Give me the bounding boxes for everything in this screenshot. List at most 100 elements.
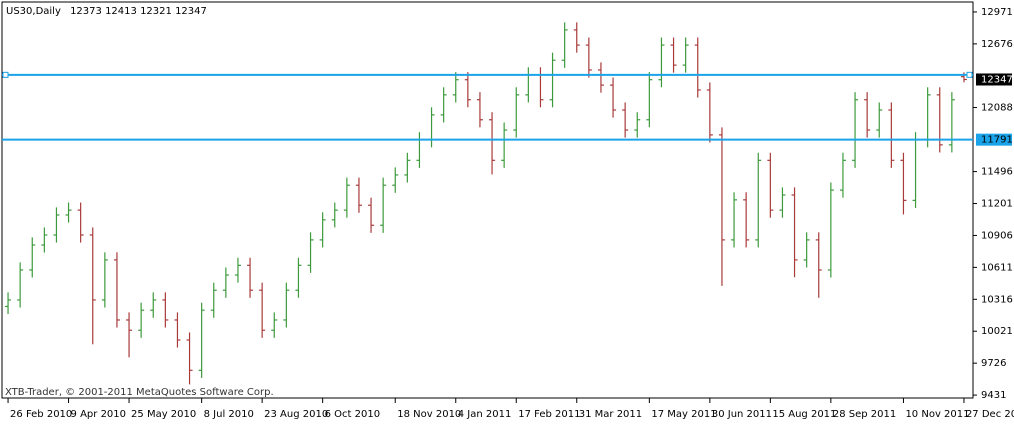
ohlc-bar xyxy=(440,87,447,123)
ohlc-bar xyxy=(585,37,592,78)
header-low: 12321 xyxy=(140,6,172,17)
ohlc-bar xyxy=(295,257,302,298)
ohlc-bar xyxy=(101,252,108,308)
ohlc-bar xyxy=(670,37,677,73)
y-tick-label: 10906 xyxy=(981,230,1013,241)
ohlc-bar xyxy=(138,302,145,338)
x-tick-label: 26 Feb 2010 xyxy=(10,409,72,420)
ohlc-bar xyxy=(513,87,520,138)
x-tick-label: 30 Jun 2011 xyxy=(712,409,772,420)
x-tick-label: 15 Aug 2011 xyxy=(772,409,836,420)
ohlc-bar xyxy=(610,77,617,118)
current-price-box xyxy=(976,73,1012,86)
line-price-box xyxy=(976,133,1012,146)
ohlc-bar xyxy=(501,122,508,168)
ohlc-bar xyxy=(5,292,12,315)
ohlc-bar xyxy=(198,302,205,378)
ohlc-bar xyxy=(174,312,181,348)
ohlc-bar xyxy=(392,167,399,193)
ohlc-bar xyxy=(53,207,60,243)
ohlc-bar xyxy=(368,197,375,233)
ohlc-bar xyxy=(888,102,895,168)
ohlc-bar xyxy=(743,192,750,248)
ohlc-bar xyxy=(404,152,411,183)
y-tick-label: 12676 xyxy=(981,39,1013,50)
ohlc-bar xyxy=(573,22,580,53)
x-tick-label: 23 Aug 2010 xyxy=(264,409,328,420)
ohlc-bar xyxy=(126,312,133,358)
ohlc-bar xyxy=(355,177,362,213)
ohlc-bar xyxy=(41,227,48,253)
ohlc-bar xyxy=(658,37,665,88)
ohlc-bar xyxy=(162,292,169,328)
ohlc-bar xyxy=(622,102,629,138)
ohlc-bar xyxy=(876,102,883,138)
symbol: US30,Daily xyxy=(6,6,61,17)
x-tick-label: 28 Sep 2011 xyxy=(833,409,896,420)
ohlc-bar xyxy=(113,252,120,328)
ohlc-bar xyxy=(343,177,350,218)
ohlc-bar xyxy=(694,37,701,98)
current-price-label: 12347 xyxy=(981,74,1013,85)
y-tick-label: 12971 xyxy=(981,7,1013,18)
ohlc-bar xyxy=(803,232,810,268)
line-price-label: 11791 xyxy=(981,135,1013,146)
header-close: 12347 xyxy=(175,6,207,17)
ohlc-bar xyxy=(452,72,459,103)
y-tick-label: 10316 xyxy=(981,294,1013,305)
line-handle xyxy=(966,71,973,78)
ohlc-bar xyxy=(259,282,266,338)
ohlc-bar xyxy=(900,152,907,215)
ohlc-bar xyxy=(549,52,556,108)
x-tick-label: 17 May 2011 xyxy=(651,409,716,420)
y-tick-label: 9431 xyxy=(981,390,1006,401)
x-tick-label: 9 Apr 2010 xyxy=(71,409,126,420)
ohlc-bar xyxy=(646,72,653,128)
ohlc-bar xyxy=(948,92,955,153)
plot-frame xyxy=(1,1,974,399)
x-tick-label: 10 Nov 2011 xyxy=(905,409,969,420)
ohlc-bar xyxy=(380,177,387,233)
ohlc-bar xyxy=(271,312,278,338)
ohlc-bar xyxy=(731,192,738,248)
ohlc-bar xyxy=(634,112,641,138)
ohlc-bar xyxy=(77,202,84,243)
x-tick-label: 18 Nov 2010 xyxy=(397,409,461,420)
ohlc-bar xyxy=(936,87,943,153)
ohlc-bar xyxy=(682,37,689,73)
ohlc-bar xyxy=(839,152,846,198)
ohlc-bar xyxy=(247,257,254,298)
y-tick-label: 10611 xyxy=(981,262,1013,273)
y-tick-label: 10021 xyxy=(981,326,1013,337)
ohlc-bar xyxy=(767,152,774,218)
ohlc-bar xyxy=(718,127,725,286)
x-tick-label: 31 Mar 2011 xyxy=(579,409,642,420)
y-tick-label: 12088 xyxy=(981,103,1013,114)
x-tick-label: 25 May 2010 xyxy=(131,409,196,420)
ohlc-bar xyxy=(706,82,713,143)
x-tick-label: 6 Oct 2010 xyxy=(325,409,380,420)
ohlc-bar xyxy=(307,232,314,273)
x-tick-label: 17 Feb 2011 xyxy=(518,409,580,420)
ohlc-bar xyxy=(597,62,604,93)
ohlc-bar xyxy=(17,262,24,308)
ohlc-bar xyxy=(222,267,229,298)
y-tick-label: 9726 xyxy=(981,358,1006,369)
ohlc-bar xyxy=(89,227,96,345)
ohlc-bar xyxy=(150,292,157,318)
ohlc-bar xyxy=(319,212,326,248)
ohlc-bar xyxy=(476,92,483,128)
ohlc-bar xyxy=(234,257,241,283)
ohlc-bar xyxy=(561,22,568,68)
ohlc-bar xyxy=(210,282,217,318)
ohlc-bar xyxy=(489,112,496,175)
copyright: XTB-Trader, © 2001-2011 MetaQuotes Softw… xyxy=(5,387,274,398)
ohlc-bar xyxy=(779,187,786,218)
ohlc-bar xyxy=(791,187,798,278)
ohlc-bar xyxy=(852,92,859,168)
y-tick-label: 11496 xyxy=(981,167,1013,178)
header-high: 12413 xyxy=(105,6,137,17)
x-tick-label: 27 Dec 2011 xyxy=(966,409,1014,420)
